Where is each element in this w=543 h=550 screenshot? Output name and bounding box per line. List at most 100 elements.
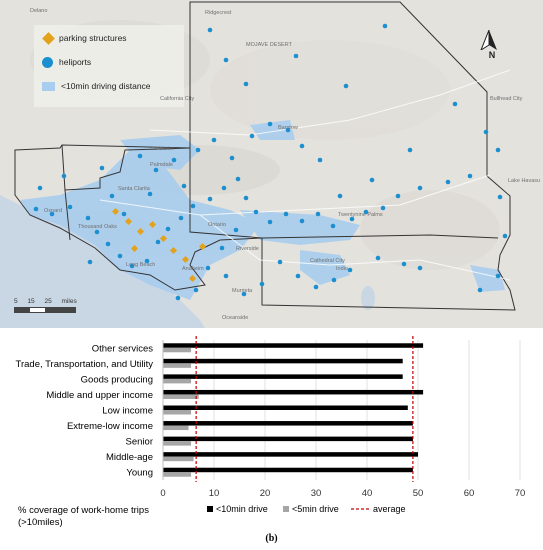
place-label: Barstow <box>278 125 298 131</box>
north-arrow: N <box>480 30 504 60</box>
bar-10min-drive <box>163 421 413 426</box>
bar-10min-drive <box>163 436 413 442</box>
ocean <box>0 195 205 328</box>
legend-swatch <box>207 506 213 512</box>
x-axis-label: % coverage of work-home trips (>10miles) <box>18 505 149 528</box>
bar-5min-drive <box>163 394 199 399</box>
place-label: Lancaster <box>150 146 175 152</box>
dot-icon <box>42 57 53 69</box>
scale-bar-graphic <box>14 307 76 313</box>
place-label: MOJAVE DESERT <box>246 42 292 48</box>
place-label: Riverside <box>236 246 259 252</box>
north-arrow-icon <box>480 30 497 50</box>
map-svg <box>0 1 516 328</box>
x-tick-label: 0 <box>160 488 165 499</box>
place-label: Ontario <box>208 222 227 228</box>
reference-line-layer <box>195 336 414 482</box>
bar-5min-drive <box>163 441 192 446</box>
legend-item-heliports: heliports <box>42 57 92 69</box>
panel-caption: (b) <box>265 533 278 544</box>
place-label: Thousand Oaks <box>78 224 117 230</box>
bar-10min-drive <box>163 452 418 457</box>
county-boundaries <box>14 1 516 311</box>
place-label: Delano <box>30 8 48 14</box>
category-label: Low income <box>102 406 153 417</box>
category-label: Goods producing <box>81 374 153 385</box>
place-label: Santa Clarita <box>118 186 150 192</box>
category-label: Middle and upper income <box>46 390 153 401</box>
chart-panel: Other services Trade, Transportation, and… <box>0 328 543 550</box>
legend-label: average <box>373 504 406 514</box>
diamond-icon <box>42 32 55 46</box>
bar-5min-drive <box>163 378 192 384</box>
place-label: Oceanside <box>222 315 249 321</box>
legend-label: parking structures <box>59 33 127 43</box>
place-label: Palmdale <box>150 162 173 168</box>
bar-10min-drive <box>163 374 403 379</box>
x-tick-label: 60 <box>464 488 475 499</box>
category-label: Extreme-low income <box>67 421 153 432</box>
x-tick-label: 30 <box>311 488 322 499</box>
place-label: Murrieta <box>232 288 253 294</box>
legend-label: <10min drive <box>216 504 268 514</box>
scale-unit: miles <box>61 298 77 305</box>
bar-layer <box>163 343 424 477</box>
legend-label: <5min drive <box>292 504 339 514</box>
category-label-layer: Other services Trade, Transportation, and… <box>16 343 154 478</box>
bar-5min-drive <box>163 472 192 477</box>
bar-10min-drive <box>163 389 424 395</box>
legend-label: heliports <box>59 57 92 67</box>
coverage-areas <box>20 120 505 300</box>
category-label: Middle-age <box>106 452 153 463</box>
area-icon <box>42 82 55 92</box>
place-label: Indio <box>336 266 348 272</box>
place-label: Lake Havasu <box>508 178 541 184</box>
tick-label-layer: 0 10 20 30 40 50 60 70 <box>160 488 525 499</box>
scale-ticks: 5 15 25 miles <box>14 298 77 305</box>
legend-swatch <box>283 506 289 512</box>
heliport-markers <box>33 23 508 301</box>
legend-item-parking: parking structures <box>42 32 127 46</box>
place-label: Anaheim <box>182 266 204 272</box>
bar-chart: Other services Trade, Transportation, and… <box>16 336 525 528</box>
parking-structure-markers <box>111 207 207 283</box>
category-label: Senior <box>126 437 153 448</box>
north-label: N <box>488 50 496 60</box>
category-label: Other services <box>92 343 153 354</box>
x-tick-label: 40 <box>362 488 373 499</box>
salton-sea <box>361 286 375 310</box>
legend-item-coverage: <10min driving distance <box>42 81 151 92</box>
place-label: Bullhead City <box>490 96 523 102</box>
scale-tick: 25 <box>44 298 52 305</box>
place-label: Oxnard <box>44 208 63 214</box>
scale-bar: 5 15 25 miles <box>14 298 77 313</box>
x-tick-label: 10 <box>209 488 220 499</box>
category-label: Trade, Transportation, and Utility <box>16 359 154 370</box>
bar-5min-drive <box>163 456 194 462</box>
scale-tick: 5 <box>14 298 18 305</box>
bar-10min-drive <box>163 358 403 364</box>
map-panel: parking structures heliports <10min driv… <box>0 0 543 328</box>
place-label: Cathedral City <box>310 258 345 264</box>
place-label: Twentynine Palms <box>338 212 383 218</box>
legend-label: <10min driving distance <box>61 81 151 91</box>
bar-10min-drive <box>163 467 413 473</box>
place-label: California City <box>160 96 195 102</box>
x-tick-label: 50 <box>413 488 424 499</box>
x-tick-label: 70 <box>515 488 526 499</box>
category-label: Young <box>126 468 153 479</box>
bar-10min-drive <box>163 343 424 348</box>
x-tick-label: 20 <box>260 488 271 499</box>
scale-tick: 15 <box>27 298 35 305</box>
place-label: Long Beach <box>126 262 156 268</box>
bar-10min-drive <box>163 405 408 410</box>
chart-legend: <10min drive <5min drive average <box>207 504 406 514</box>
x-axis-title: % coverage of work-home trips (>10miles) <box>18 505 149 528</box>
place-label: Ridgecrest <box>205 10 232 16</box>
bar-5min-drive <box>163 425 189 431</box>
bar-5min-drive <box>163 363 192 368</box>
bar-5min-drive <box>163 410 192 415</box>
map-legend: parking structures heliports <10min driv… <box>34 25 184 107</box>
bar-5min-drive <box>163 347 192 353</box>
highways <box>99 69 511 281</box>
